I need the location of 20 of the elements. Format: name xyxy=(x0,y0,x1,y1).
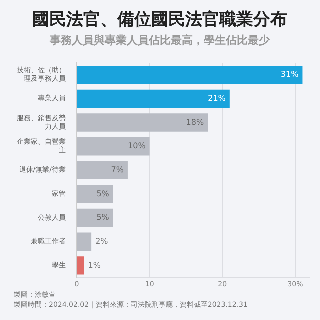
bar xyxy=(78,161,128,180)
data-label: 18% xyxy=(186,118,204,127)
bar xyxy=(78,90,230,108)
bar xyxy=(78,208,114,228)
bar xyxy=(78,232,92,251)
bar xyxy=(78,114,208,132)
data-label: 7% xyxy=(111,165,124,174)
chart-subtitle: 事務人員與專業人員佔比最高，學生佔比最少 xyxy=(49,33,271,48)
data-label: 10% xyxy=(128,142,146,151)
data-label: 21% xyxy=(208,94,226,104)
bar xyxy=(78,137,150,156)
bar xyxy=(78,256,84,275)
bar xyxy=(78,185,114,204)
data-label: 5% xyxy=(96,213,110,222)
data-label: 5% xyxy=(96,189,110,198)
data-label: 1% xyxy=(88,260,102,270)
data-label: 31% xyxy=(280,70,300,80)
data-label: 2% xyxy=(96,236,109,246)
chart-title: 國民法官、備位國民法官職業分布 xyxy=(32,9,288,31)
bar xyxy=(78,66,303,84)
